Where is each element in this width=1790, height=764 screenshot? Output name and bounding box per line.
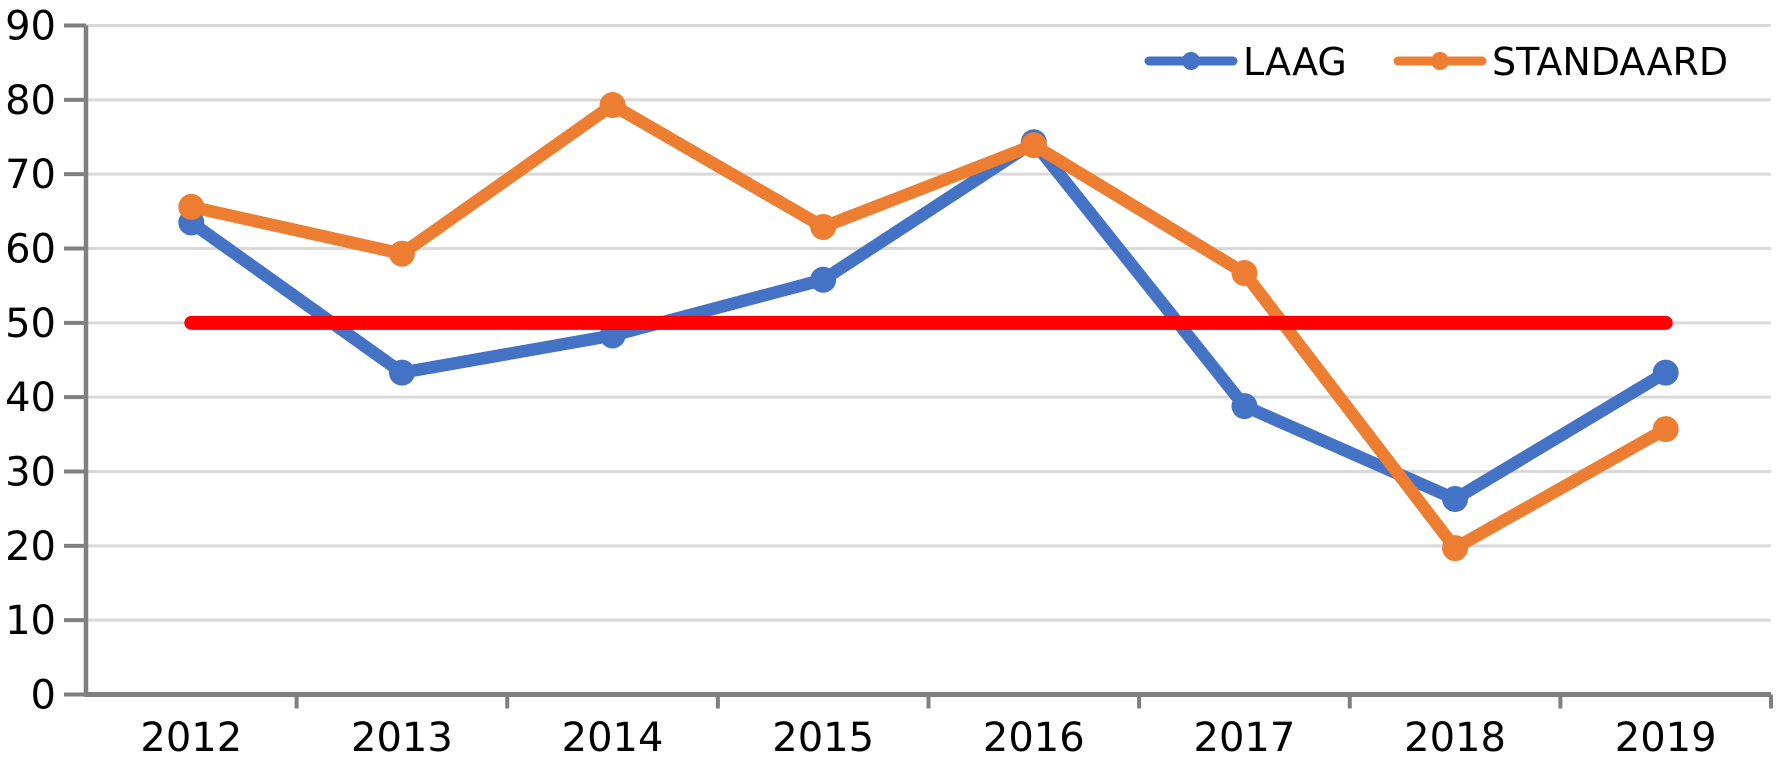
x-tick-label: 2018 [1404,715,1506,761]
standaard-legend-label: STANDAARD [1492,40,1728,84]
standaard-legend-dot-icon [1431,52,1449,70]
y-tick-label: 50 [5,301,56,347]
laag-line[interactable] [185,135,1672,506]
standaard-marker-2019[interactable] [1652,416,1679,443]
x-tick-label: 2015 [772,715,874,761]
x-tick-label: 2019 [1615,715,1717,761]
standaard-marker-2015[interactable] [810,213,837,240]
laag-marker-2015[interactable] [810,266,837,293]
series-standaard[interactable] [178,92,1679,562]
x-tick-label: 2014 [562,715,664,761]
standaard-marker-2016[interactable] [1020,132,1047,159]
x-tick-label: 2017 [1194,715,1296,761]
standaard-marker-2013[interactable] [388,240,415,267]
y-tick-label: 70 [5,152,56,198]
y-tick-label: 60 [5,227,56,273]
laag-legend-dot-icon [1182,52,1200,70]
y-tick-label: 10 [5,598,56,644]
x-tick-label: 2012 [140,715,242,761]
legend: LAAG STANDAARD [1144,40,1728,84]
standaard-marker-2014[interactable] [599,92,626,119]
legend-item-standaard[interactable]: STANDAARD [1393,40,1728,84]
standaard-line[interactable] [185,98,1672,555]
x-tick-label: 2016 [983,715,1085,761]
laag-marker-2019[interactable] [1652,359,1679,386]
y-tick-label: 90 [5,4,56,50]
laag-legend-label: LAAG [1243,40,1347,84]
y-tick-label: 0 [31,673,56,719]
legend-item-laag[interactable]: LAAG [1144,40,1347,84]
standaard-marker-2017[interactable] [1231,260,1258,287]
standaard-marker-2018[interactable] [1442,535,1469,562]
y-tick-label: 80 [5,78,56,124]
y-tick-label: 40 [5,375,56,421]
y-tick-label: 30 [5,450,56,496]
laag-marker-2013[interactable] [388,359,415,386]
y-tick-label: 20 [5,524,56,570]
laag-marker-2018[interactable] [1442,486,1469,513]
x-tick-label: 2013 [351,715,453,761]
standaard-marker-2012[interactable] [178,193,205,220]
laag-marker-2017[interactable] [1231,393,1258,420]
